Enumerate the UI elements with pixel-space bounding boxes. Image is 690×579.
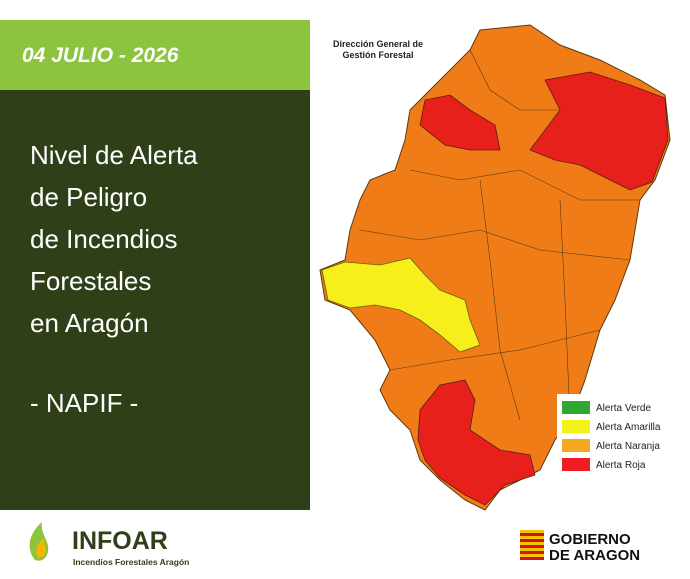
- legend-swatch: [562, 420, 590, 433]
- legend-label: Alerta Verde: [596, 403, 651, 414]
- legend-swatch: [562, 458, 590, 471]
- region-yellow: [321, 257, 481, 353]
- title-line: de Peligro: [30, 182, 147, 212]
- map-source: Gestión Forestal: [342, 50, 413, 60]
- region-red: [419, 94, 501, 151]
- title: Nivel de Alerta de Peligro de Incendios For…: [30, 140, 198, 338]
- logo-name: INFOAR: [72, 527, 168, 555]
- legend: Alerta Verde Alerta Amarilla Alerta Naranj…: [557, 394, 675, 476]
- legend-label: Alerta Roja: [596, 460, 646, 471]
- title-line: Nivel de Alerta: [30, 140, 198, 170]
- legend-label: Alerta Naranja: [596, 441, 660, 452]
- gov-name: DE ARAGON: [549, 547, 640, 564]
- gov-name: GOBIERNO: [549, 531, 631, 548]
- map-source: Dirección General de: [333, 39, 423, 49]
- date: 04 JULIO - 2026: [22, 44, 179, 67]
- legend-swatch: [562, 439, 590, 452]
- subtitle: - NAPIF -: [30, 388, 138, 418]
- logo-tagline: Incendios Forestales Aragón: [73, 557, 189, 567]
- infoar-logo: INFOAR Incendios Forestales Aragón: [29, 522, 189, 567]
- map: [319, 24, 671, 511]
- title-line: Forestales: [30, 266, 151, 296]
- region-red: [417, 379, 536, 506]
- district-borders: [359, 49, 640, 421]
- title-line: en Aragón: [30, 308, 149, 338]
- title-line: de Incendios: [30, 224, 177, 254]
- region-red: [529, 71, 669, 191]
- legend-swatch: [562, 401, 590, 414]
- text-panel: [0, 90, 310, 510]
- legend-label: Alerta Amarilla: [596, 422, 661, 433]
- government-logo: GOBIERNO DE ARAGON: [520, 530, 640, 564]
- date-bar: [0, 20, 310, 90]
